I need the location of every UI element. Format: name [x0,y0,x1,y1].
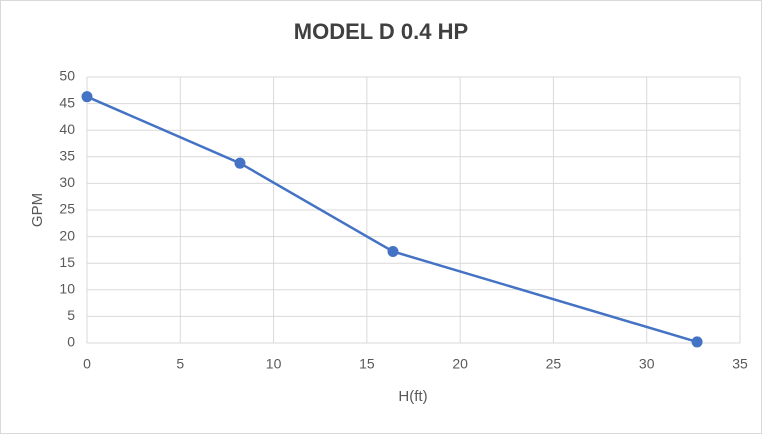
y-tick-label: 10 [59,281,75,297]
x-tick-label: 5 [176,356,184,372]
data-line [86,95,698,344]
x-tick-label: 35 [732,356,748,372]
data-point [387,245,399,257]
y-tick-label: 15 [59,254,75,270]
y-tick-label: 5 [67,307,75,323]
x-tick-label: 30 [639,356,655,372]
y-tick-label: 20 [59,227,75,243]
y-tick-label: 0 [67,334,75,350]
data-point [234,157,246,169]
x-tick-label: 10 [266,356,282,372]
data-point [691,336,703,348]
y-tick-label: 45 [59,94,75,110]
chart-title: MODEL D 0.4 HP [294,19,468,44]
data-point [81,91,93,103]
x-tick-label: 15 [359,356,375,372]
x-tick-label: 0 [83,356,91,372]
y-tick-label: 50 [59,68,75,84]
y-tick-label: 40 [59,121,75,137]
x-tick-label: 20 [452,356,468,372]
y-axis-label: GPM [29,193,46,227]
x-axis-label: H(ft) [398,388,427,405]
y-tick-label: 25 [59,201,75,217]
y-tick-label: 35 [59,148,75,164]
x-tick-label: 25 [546,356,562,372]
y-tick-label: 30 [59,174,75,190]
